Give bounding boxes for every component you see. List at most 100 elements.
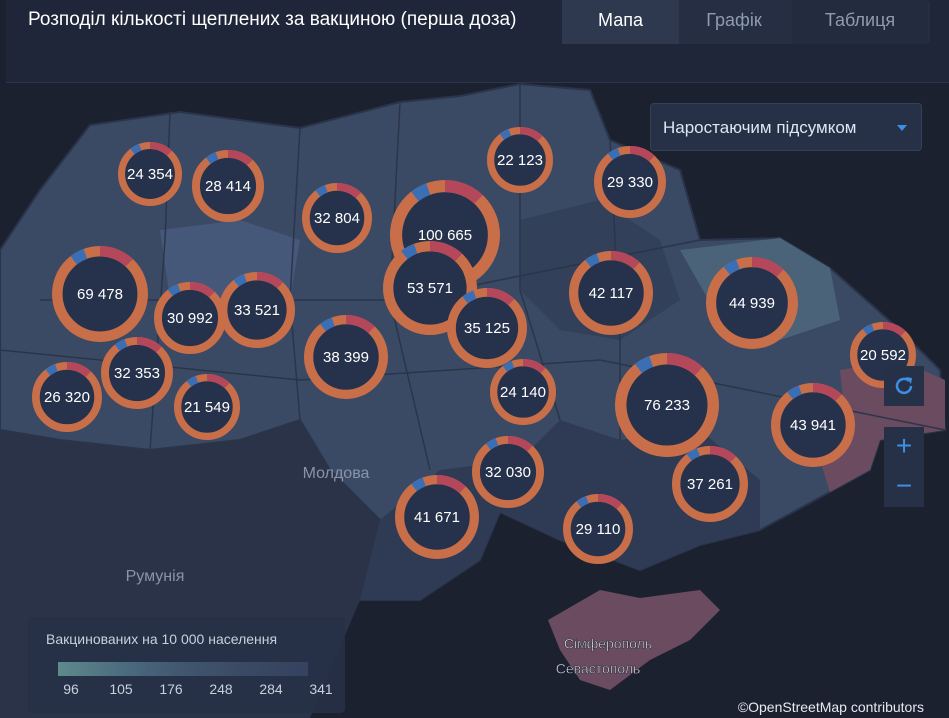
legend-ticks: 96 105 176 248 284 341 — [46, 681, 336, 701]
place-label: Молдова — [303, 465, 370, 482]
donut-segment — [118, 141, 183, 206]
donut-marker: 37 261 — [671, 445, 748, 523]
legend-tick: 248 — [209, 681, 233, 697]
donut-segment — [218, 272, 295, 349]
donut-segment — [593, 145, 666, 218]
marker-label: 35 125 — [464, 320, 510, 337]
legend-tick: 284 — [259, 681, 283, 697]
donut-segment — [471, 436, 544, 509]
donut-segment — [153, 282, 226, 355]
donut-segment — [671, 446, 748, 523]
legend-tick: 341 — [309, 681, 333, 697]
donut-segment — [302, 182, 373, 253]
marker-label: 28 414 — [205, 178, 251, 195]
donut-marker: 29 110 — [562, 494, 634, 565]
donut-segment — [303, 315, 388, 400]
donut-center — [716, 267, 788, 339]
marker-label: 20 592 — [860, 347, 906, 364]
donut-segment — [51, 245, 149, 343]
tab-label: Таблиця — [824, 10, 896, 30]
donut-segment — [770, 383, 856, 468]
marker-label: 29 110 — [576, 521, 621, 538]
donut-marker: 41 671 — [394, 474, 480, 560]
dropdown-label: Наростаючим підсумком — [663, 118, 857, 137]
tab[interactable]: Графік — [679, 0, 789, 44]
donut-center — [626, 364, 708, 446]
donut-segment — [153, 282, 226, 355]
reset-button[interactable] — [884, 366, 924, 406]
donut-marker: 69 478 — [51, 245, 149, 343]
marker-label: 53 571 — [407, 280, 453, 297]
donut-segment — [32, 361, 103, 432]
marker-label: 76 233 — [644, 397, 690, 414]
donut-center — [199, 157, 257, 215]
zoom-in[interactable]: + — [884, 427, 924, 467]
marker-label: 37 261 — [687, 476, 733, 493]
donut-segment — [850, 321, 917, 388]
donut-marker: 42 117 — [568, 250, 654, 336]
donut-segment — [302, 182, 373, 253]
donut-segment — [394, 475, 480, 560]
region-dark — [360, 420, 760, 600]
marker-label: 22 123 — [497, 152, 543, 169]
donut-marker: 76 233 — [614, 353, 720, 458]
donut-center — [601, 153, 659, 211]
marker-label: 21 549 — [184, 399, 230, 416]
marker-label: 26 320 — [44, 389, 90, 406]
donut-marker: 32 030 — [471, 435, 544, 509]
caret — [897, 125, 907, 131]
tab[interactable]: Таблиця — [792, 0, 928, 44]
donut-center — [570, 501, 626, 557]
legend-title: Вакцинованих на 10 000 населення — [46, 631, 278, 647]
zoom-out[interactable]: − — [884, 467, 924, 507]
marker-label: 32 804 — [314, 210, 360, 227]
donut-center — [497, 366, 549, 418]
dropdown[interactable]: Наростаючим підсумком — [650, 103, 922, 151]
donut-center — [455, 296, 519, 360]
donut-center — [181, 381, 233, 433]
donut-segment — [563, 494, 634, 565]
marker-label: 32 353 — [114, 365, 160, 382]
marker-label: 42 117 — [589, 285, 634, 302]
legend-tick: 105 — [109, 681, 133, 697]
donut-center — [313, 324, 379, 390]
donut-marker: 28 414 — [191, 149, 264, 223]
donut-segment — [446, 288, 527, 369]
donut-center — [227, 280, 287, 340]
legend-tick: 96 — [63, 681, 79, 697]
donut-segment — [100, 337, 173, 410]
donut-marker: 32 804 — [302, 182, 373, 254]
donut-segment — [770, 383, 855, 468]
donut-center — [161, 289, 219, 347]
donut-marker: 26 320 — [31, 361, 103, 433]
marker-label: 24 354 — [127, 166, 173, 183]
donut-center — [680, 454, 740, 514]
donut-segment — [471, 436, 544, 509]
donut-marker: 24 140 — [490, 358, 557, 426]
donut-center — [393, 251, 467, 325]
marker-label: 24 140 — [500, 384, 546, 401]
donut-center — [780, 392, 846, 458]
donut-center — [125, 149, 175, 199]
donut-segment — [118, 141, 183, 206]
donut-segment — [383, 241, 478, 336]
crimea — [548, 590, 720, 690]
donut-segment — [568, 251, 654, 336]
donut-segment — [32, 362, 103, 433]
donut-ring — [614, 353, 719, 457]
tab-active[interactable]: Мапа — [562, 0, 679, 44]
donut-segment — [394, 475, 479, 560]
donut-segment — [447, 288, 527, 369]
attribution: ©OpenStreetMap contributors — [737, 699, 924, 715]
donut-marker: 29 330 — [593, 145, 667, 218]
donut-segment — [390, 180, 501, 291]
donut-segment — [51, 245, 149, 343]
donut-center — [309, 190, 365, 246]
donut-segment — [174, 373, 241, 440]
tab-group: Мапа Графік Таблиця — [562, 0, 930, 44]
place-label: Сімферополь — [564, 636, 652, 652]
donut-segment — [218, 272, 295, 349]
donut-segment — [490, 358, 557, 425]
donut-segment — [490, 358, 557, 425]
